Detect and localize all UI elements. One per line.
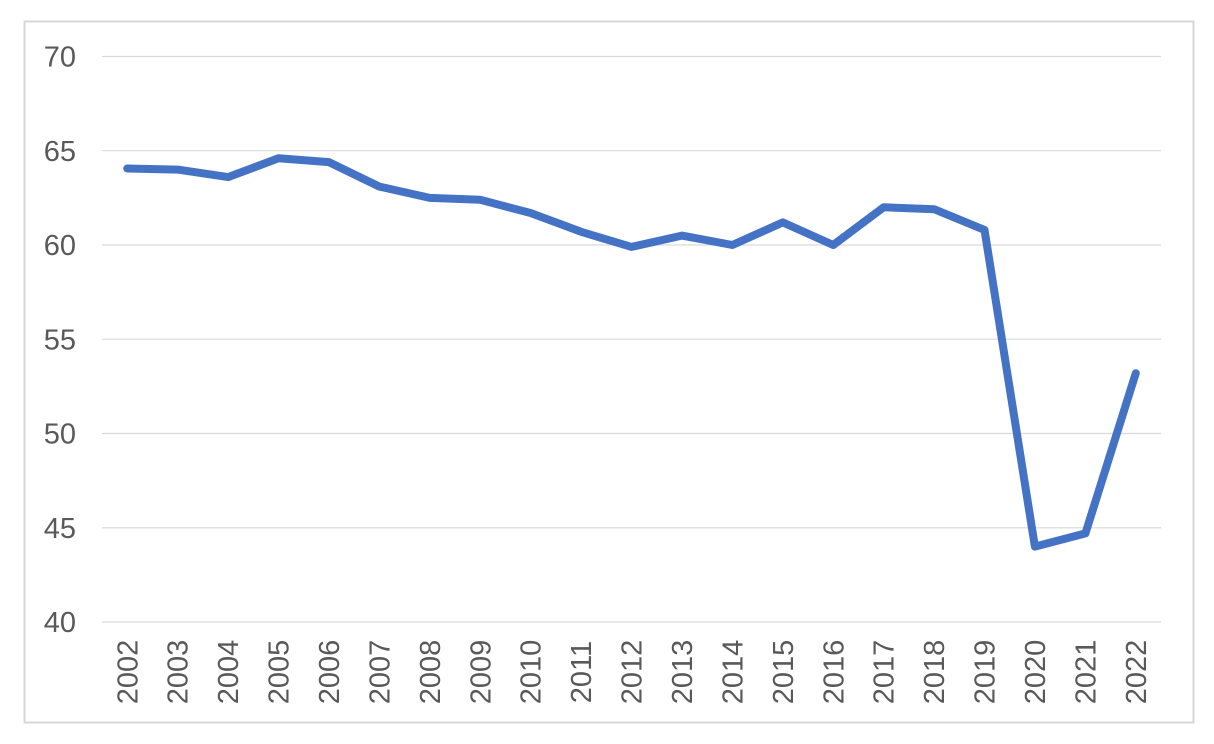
svg-text:60: 60 — [44, 230, 76, 262]
svg-text:2005: 2005 — [264, 640, 296, 705]
svg-text:65: 65 — [44, 136, 76, 168]
svg-text:2008: 2008 — [415, 640, 447, 705]
svg-text:2013: 2013 — [667, 640, 699, 705]
svg-text:2016: 2016 — [818, 640, 850, 705]
svg-text:2010: 2010 — [516, 640, 548, 705]
svg-text:70: 70 — [44, 42, 76, 74]
svg-text:2017: 2017 — [869, 640, 901, 705]
svg-text:2018: 2018 — [919, 640, 951, 705]
svg-text:40: 40 — [44, 607, 76, 639]
svg-text:2020: 2020 — [1020, 640, 1052, 705]
svg-text:2011: 2011 — [566, 641, 598, 703]
svg-text:2006: 2006 — [314, 640, 346, 705]
svg-text:2019: 2019 — [970, 640, 1002, 705]
svg-text:45: 45 — [44, 513, 76, 545]
svg-text:2022: 2022 — [1121, 640, 1153, 705]
svg-text:2021: 2021 — [1071, 640, 1103, 705]
svg-text:2015: 2015 — [768, 640, 800, 705]
svg-text:2007: 2007 — [365, 640, 397, 705]
svg-text:55: 55 — [44, 324, 76, 356]
svg-text:2002: 2002 — [112, 640, 144, 705]
svg-text:2009: 2009 — [465, 640, 497, 705]
svg-text:50: 50 — [44, 419, 76, 451]
svg-text:2014: 2014 — [718, 640, 750, 705]
svg-text:2012: 2012 — [617, 640, 649, 705]
svg-text:2003: 2003 — [163, 640, 195, 705]
svg-text:2004: 2004 — [213, 640, 245, 705]
